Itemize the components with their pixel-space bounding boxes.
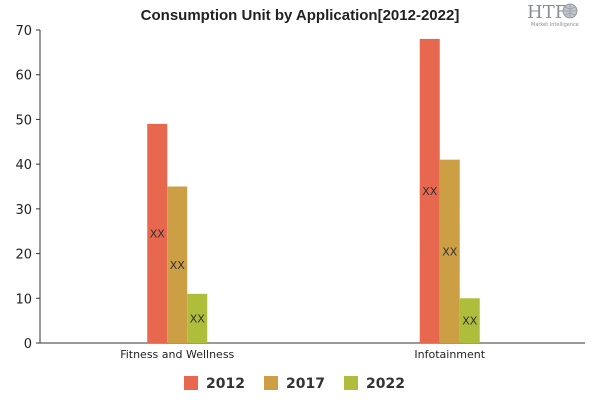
bars — [147, 38, 480, 344]
y-tick-label: 20 — [15, 248, 32, 263]
data-label: XX — [150, 227, 166, 240]
bar-2022 — [459, 298, 480, 343]
legend-swatch-2012 — [184, 376, 198, 390]
globe-icon — [562, 3, 578, 19]
data-label: XX — [442, 245, 458, 258]
bar-2017 — [439, 159, 460, 343]
y-tick-label: 30 — [15, 203, 32, 218]
y-tick-label: 60 — [15, 69, 32, 84]
data-labels: XX XX XX XX XX XX — [150, 185, 478, 328]
data-label: XX — [462, 315, 478, 328]
bar-2012 — [419, 38, 440, 343]
logo-subtitle: Market Intelligence — [531, 22, 579, 28]
x-tick-label: Infotainment — [414, 348, 485, 361]
legend-swatch-2022 — [344, 376, 358, 390]
y-tick-label: 10 — [15, 292, 32, 307]
chart-title: Consumption Unit by Application[2012-202… — [141, 7, 460, 24]
y-tick-label: 40 — [15, 158, 32, 173]
legend-swatch-2017 — [264, 376, 278, 390]
x-tick-label: Fitness and Wellness — [120, 348, 234, 361]
bar-2012 — [147, 123, 168, 344]
y-tick-label: 70 — [15, 24, 32, 39]
legend-label-2022: 2022 — [366, 376, 405, 392]
data-label: XX — [422, 185, 438, 198]
legend-label-2017: 2017 — [286, 376, 325, 392]
htf-logo: HTF Market Intelligence — [527, 2, 579, 28]
legend-label-2012: 2012 — [206, 376, 245, 392]
legend: 2012 2017 2022 — [184, 376, 405, 392]
data-label: XX — [190, 312, 206, 325]
data-label: XX — [170, 259, 186, 272]
bar-2022 — [187, 293, 208, 343]
bar-2017 — [167, 186, 188, 343]
y-tick-label: 50 — [15, 113, 32, 128]
y-tick-label: 0 — [24, 337, 32, 352]
logo-mark: HTF — [527, 2, 567, 23]
axes: 0 10 20 30 40 50 60 70 Fitness and Wellness Infot… — [15, 24, 585, 361]
